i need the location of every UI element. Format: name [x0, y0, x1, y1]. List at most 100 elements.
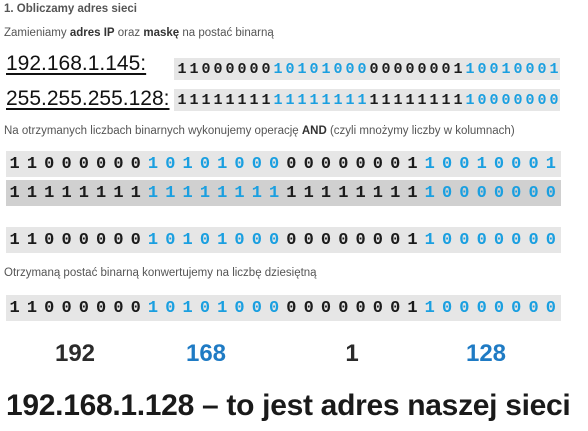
bit-digit: 1: [147, 298, 159, 318]
bit-digit: 1: [393, 91, 403, 109]
bit-digit: 0: [251, 154, 262, 174]
decimal-octet-2: 168: [185, 340, 227, 367]
bit-digit: 1: [217, 230, 228, 250]
bit-digit: 0: [165, 230, 176, 250]
bit-digit: 1: [113, 183, 124, 203]
bit-digit: 1: [9, 154, 20, 174]
bit-digit: 0: [269, 230, 280, 250]
bit-digit: 0: [113, 230, 124, 250]
bit-digit: 0: [511, 183, 522, 203]
bit-digit: 0: [286, 154, 297, 174]
bit-digit: 0: [528, 230, 539, 250]
bit-digit: 0: [381, 60, 391, 78]
bit-digit: 1: [225, 91, 235, 109]
bit-digit: 0: [338, 298, 349, 318]
bit-digit: 0: [213, 60, 223, 78]
bit-digit: 0: [476, 230, 487, 250]
bit-digit: 0: [489, 60, 499, 78]
bit-digit: 0: [372, 230, 383, 250]
bit-digit: 0: [261, 60, 271, 78]
bit-digit: 0: [78, 230, 89, 250]
bit-digit: 1: [147, 230, 159, 250]
bit-digit: 0: [459, 183, 470, 203]
intro-pre: Zamieniamy: [4, 27, 70, 39]
bit-digit: 0: [303, 154, 314, 174]
and-instruction: Na otrzymanych liczbach binarnych wykonu…: [4, 125, 515, 137]
intro-mid: oraz: [114, 27, 144, 39]
bit-digit: 0: [501, 91, 511, 109]
bit-digit: 1: [321, 60, 331, 78]
bit-digit: 1: [78, 183, 89, 203]
bit-digit: 1: [44, 183, 55, 203]
bit-digit: 1: [285, 91, 295, 109]
bit-digit: 0: [390, 298, 401, 318]
bit-digit: 0: [476, 298, 487, 318]
bit-digit: 1: [237, 91, 247, 109]
bit-digit: 0: [237, 60, 247, 78]
bit-digit: 1: [9, 230, 20, 250]
bit-digit: 1: [147, 183, 159, 203]
bit-digit: 1: [372, 183, 383, 203]
bit-digit: 1: [465, 60, 475, 78]
bit-digit: 1: [251, 183, 262, 203]
bit-digit: 0: [489, 91, 499, 109]
bit-digit: 0: [459, 230, 470, 250]
decimal-octet-4: 128: [465, 340, 507, 367]
bit-digit: 0: [234, 298, 245, 318]
bit-digit: 0: [165, 298, 176, 318]
bit-digit: 0: [476, 183, 487, 203]
bit-digit: 1: [165, 183, 176, 203]
bit-digit: 0: [303, 298, 314, 318]
bit-digit: 1: [297, 60, 307, 78]
convert-instruction: Otrzymaną postać binarną konwertujemy na…: [4, 267, 317, 279]
bit-digit: 0: [549, 91, 559, 109]
bit-digit: 0: [511, 230, 522, 250]
bit-digit: 1: [417, 91, 427, 109]
bit-digit: 1: [465, 91, 475, 109]
bit-digit: 1: [182, 298, 193, 318]
bit-digit: 1: [26, 154, 38, 174]
bit-digit: 1: [369, 91, 379, 109]
intro-post: na postać binarną: [179, 27, 274, 39]
bit-digit: 1: [130, 183, 141, 203]
bit-digit: 0: [528, 154, 539, 174]
bit-digit: 0: [417, 60, 427, 78]
bit-digit: 0: [130, 298, 141, 318]
bit-digit: 1: [333, 91, 343, 109]
bit-digit: 0: [113, 298, 124, 318]
bit-digit: 0: [44, 298, 55, 318]
bit-digit: 0: [130, 230, 141, 250]
decimal-octet-3: 1: [345, 340, 359, 367]
bit-digit: 0: [441, 230, 453, 250]
bit-digit: 0: [537, 60, 547, 78]
bit-digit: 1: [217, 154, 228, 174]
bit-digit: 0: [44, 154, 55, 174]
bit-digit: 0: [405, 60, 415, 78]
bit-digit: 0: [369, 60, 379, 78]
bit-digit: 1: [61, 183, 72, 203]
bit-digit: 0: [477, 60, 487, 78]
bit-digit: 1: [297, 91, 307, 109]
bit-digit: 0: [251, 298, 262, 318]
bit-digit: 1: [441, 91, 451, 109]
bit-digit: 0: [199, 230, 211, 250]
bit-digit: 0: [333, 60, 343, 78]
bit-digit: 0: [199, 154, 211, 174]
bit-digit: 1: [177, 91, 187, 109]
bit-digit: 1: [424, 154, 435, 174]
bit-digit: 1: [407, 230, 418, 250]
bit-digit: 0: [234, 230, 245, 250]
bit-digit: 1: [9, 183, 20, 203]
bit-digit: 0: [355, 154, 366, 174]
bit-digit: 1: [96, 183, 107, 203]
bit-digit: 0: [477, 91, 487, 109]
bit-digit: 1: [429, 91, 439, 109]
bit-digit: 0: [355, 298, 366, 318]
bit-digit: 0: [429, 60, 439, 78]
bit-digit: 0: [441, 154, 453, 174]
bit-digit: 1: [182, 183, 193, 203]
